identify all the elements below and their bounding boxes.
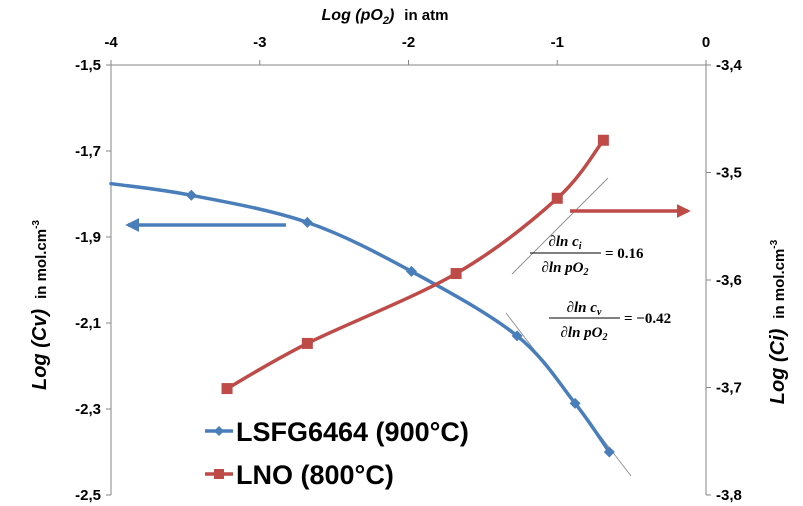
series-markers-lno <box>221 134 609 395</box>
x-tick-label: 0 <box>702 34 710 51</box>
svg-text:∂ln pO2: ∂ln pO2 <box>541 260 588 278</box>
equation-ci: ∂ln ci ∂ln pO2 = 0.16 <box>530 234 644 278</box>
legend-item-lsfg6464: LSFG6464 (900°C) <box>205 417 469 447</box>
data-point-lsfg6464 <box>185 189 197 201</box>
y-left-title-main: Log (Cv) <box>29 309 51 390</box>
data-point-lno <box>221 383 233 395</box>
data-point-lsfg6464 <box>569 397 581 409</box>
svg-text:∂ln pO2: ∂ln pO2 <box>560 325 607 343</box>
legend-label-lno: LNO (800°C) <box>236 460 394 490</box>
legend-label-lsfg6464: LSFG6464 (900°C) <box>236 417 469 447</box>
data-point-lsfg6464 <box>603 446 615 458</box>
data-point-lsfg6464 <box>405 265 417 277</box>
data-point-lsfg6464 <box>511 330 523 342</box>
eq-ci-den: ∂ln pO <box>541 260 583 276</box>
svg-text:∂ln ci: ∂ln ci <box>548 234 581 252</box>
svg-text:∂ln cv: ∂ln cv <box>567 300 602 318</box>
y-right-title-sup: -3 <box>769 239 780 248</box>
y-right-axis-title: Log (Ci) in mol.cm-3 <box>767 239 789 404</box>
data-point-lno <box>551 192 563 204</box>
legend-swatch-marker-lsfg6464 <box>214 426 224 436</box>
y-left-tick-label: -1,9 <box>75 229 101 246</box>
x-axis-title-main: Log (pO <box>322 7 384 24</box>
y-right-tick-label: -3,5 <box>716 165 742 182</box>
x-tick-label: -4 <box>104 34 118 51</box>
y-right-tick-label: -3,6 <box>716 272 742 289</box>
eq-cv-value: = −0.42 <box>624 311 671 327</box>
legend: LSFG6464 (900°C) LNO (800°C) <box>205 417 469 490</box>
data-point-lno <box>597 134 609 146</box>
eq-cv-den: ∂ln pO <box>560 325 602 341</box>
eq-ci-value: = 0.16 <box>605 246 644 262</box>
data-point-lsfg6464 <box>301 216 313 228</box>
eq-cv-num-sub: v <box>597 307 602 318</box>
x-axis-title-sub: 2 <box>382 15 389 27</box>
eq-cv-num: ∂ln c <box>567 300 598 316</box>
x-axis-title-unit: in atm <box>404 7 448 24</box>
tangent-line-lno <box>511 177 609 275</box>
y-left-tick-label: -1,5 <box>75 57 101 74</box>
x-ticks: -4 -3 -2 -1 0 <box>104 34 710 65</box>
x-tick-label: -1 <box>551 34 564 51</box>
y-right-title-unit: in mol.cm <box>771 249 788 319</box>
series-markers-lsfg6464 <box>185 189 615 458</box>
x-tick-label: -3 <box>253 34 266 51</box>
x-axis-title: Log (pO2) in atm <box>322 7 449 27</box>
y-right-tick-label: -3,4 <box>716 57 743 74</box>
y-right-ticks: -3,4 -3,5 -3,6 -3,7 -3,8 <box>706 57 743 504</box>
y-left-axis-title: Log (Cv) in mol.cm-3 <box>29 220 51 390</box>
x-tick-label: -2 <box>402 34 415 51</box>
y-right-title-main: Log (Ci) <box>767 328 789 404</box>
y-left-title-unit: in mol.cm <box>33 229 50 299</box>
y-right-tick-label: -3,7 <box>716 380 742 397</box>
y-left-tick-label: -2,3 <box>75 401 101 418</box>
y-left-title-sup: -3 <box>31 220 42 229</box>
eq-ci-den-sub: 2 <box>583 267 589 278</box>
x-axis-title-close: ) <box>387 7 394 24</box>
eq-cv-den-sub: 2 <box>602 332 608 343</box>
data-point-lno <box>301 337 313 349</box>
y-left-ticks: -1,5 -1,7 -1,9 -2,1 -2,3 -2,5 <box>75 57 111 504</box>
eq-ci-num: ∂ln c <box>548 234 579 250</box>
y-left-tick-label: -2,5 <box>75 487 101 504</box>
y-right-tick-label: -3,8 <box>716 487 742 504</box>
y-left-tick-label: -1,7 <box>75 143 101 160</box>
legend-item-lno: LNO (800°C) <box>205 460 394 490</box>
data-point-lno <box>450 268 462 280</box>
equation-cv: ∂ln cv ∂ln pO2 = −0.42 <box>549 300 671 343</box>
eq-ci-num-sub: i <box>579 241 582 252</box>
legend-swatch-marker-lno <box>214 469 224 479</box>
y-left-tick-label: -2,1 <box>75 315 101 332</box>
